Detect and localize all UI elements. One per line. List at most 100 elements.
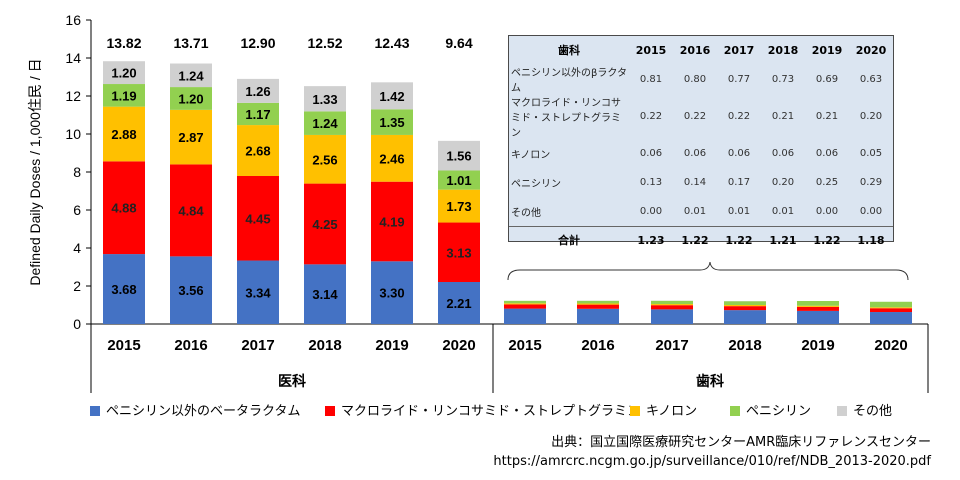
bar-segment xyxy=(170,164,212,257)
x-tick-label: 2015 xyxy=(107,337,140,354)
group-label: 歯科 xyxy=(696,373,724,390)
bar-segment xyxy=(438,170,480,190)
table-total-cell: 1.22 xyxy=(805,226,849,253)
bar-segment xyxy=(724,305,766,307)
data-label: 1.33 xyxy=(312,92,337,107)
bar-segment xyxy=(438,140,480,171)
table-total-label: 合計 xyxy=(509,226,629,253)
legend-swatch xyxy=(325,406,335,416)
data-label: 2.46 xyxy=(379,151,404,166)
bar-segment xyxy=(237,260,279,324)
table-header-row: 歯科 2015 2016 2017 2018 2019 2020 xyxy=(509,36,893,64)
data-label: 3.14 xyxy=(312,287,338,302)
table-row: ペニシリン以外のβラクタム 0.81 0.80 0.77 0.73 0.69 0.63 xyxy=(509,64,893,94)
legend-label: キノロン xyxy=(646,404,698,419)
y-tick-label: 12 xyxy=(65,88,81,104)
x-tick-label: 2017 xyxy=(655,337,688,354)
data-label: 1.20 xyxy=(111,66,136,81)
legend: ペニシリン以外のベータラクタム マクロライド・リンコサミド・ストレプトグラミン キノ… xyxy=(90,400,910,420)
x-tick-label: 2020 xyxy=(442,337,475,354)
x-tick-label: 2018 xyxy=(728,337,761,354)
legend-label: ペニシリン xyxy=(746,404,812,419)
table-cell: 0.22 xyxy=(683,111,707,122)
bar-segment xyxy=(797,305,839,307)
table-cell: 0.21 xyxy=(771,111,795,122)
group-label: 医科 xyxy=(278,373,306,390)
bar-segment xyxy=(651,305,693,310)
table-cell: 0.29 xyxy=(859,177,883,188)
data-label: 1.42 xyxy=(379,89,404,104)
table-header-year: 2015 xyxy=(635,43,667,57)
bar-segment xyxy=(724,310,766,324)
table-total-cell: 1.18 xyxy=(849,226,893,253)
table-cell: 0.25 xyxy=(815,177,839,188)
bar-segment xyxy=(237,125,279,176)
x-tick-label: 2016 xyxy=(581,337,614,354)
data-label: 4.88 xyxy=(111,201,136,216)
bar-segment xyxy=(651,304,693,306)
legend-label: マクロライド・リンコサミド・ストレプトグラミン xyxy=(341,404,641,419)
table-total-cell: 1.23 xyxy=(629,226,673,253)
table-row-label: その他 xyxy=(511,208,541,219)
table-cell: 0.06 xyxy=(815,148,839,159)
y-tick-label: 6 xyxy=(73,202,81,218)
bar-segment xyxy=(870,308,912,313)
bar-segment xyxy=(103,161,145,255)
data-label: 1.24 xyxy=(178,68,204,83)
table-total-row: 合計 1.23 1.22 1.22 1.21 1.22 1.18 xyxy=(509,226,893,253)
dental-table: 歯科 2015 2016 2017 2018 2019 2020 ペニシリン以外のβラクタム 0… xyxy=(509,36,893,253)
bar-segment xyxy=(304,264,346,324)
data-label: 4.84 xyxy=(178,203,204,218)
y-tick-label: 10 xyxy=(65,126,81,142)
legend-item: キノロン xyxy=(630,400,697,419)
table-cell: 0.22 xyxy=(639,111,663,122)
x-tick-label: 2019 xyxy=(801,337,834,354)
table-cell: 0.05 xyxy=(859,148,883,159)
bar-segment xyxy=(724,301,766,305)
data-label: 4.25 xyxy=(312,217,337,232)
bar-segment xyxy=(797,310,839,324)
table-header-title: 歯科 xyxy=(558,44,580,57)
table-header-year: 2017 xyxy=(723,43,755,57)
table-cell: 0.17 xyxy=(727,177,751,188)
bar-segment xyxy=(504,300,546,304)
bar-segment xyxy=(304,134,346,184)
bar-segment xyxy=(797,306,839,311)
legend-swatch xyxy=(730,406,740,416)
data-label: 1.19 xyxy=(111,88,136,103)
table-cell: 0.13 xyxy=(639,177,663,188)
bar-segment xyxy=(371,109,413,135)
data-label: 2.87 xyxy=(178,130,203,145)
bar-segment xyxy=(504,303,546,305)
table-cell: 0.06 xyxy=(683,148,707,159)
bar-segment xyxy=(170,109,212,165)
table-cell: 0.06 xyxy=(727,148,751,159)
bar-segment xyxy=(577,308,619,324)
bar-segment xyxy=(304,86,346,112)
legend-swatch xyxy=(630,406,640,416)
data-label: 2.56 xyxy=(312,152,337,167)
data-labels: 3.68 4.88 2.88 1.19 1.20 13.82 2015 3.56 4.84 2.8… xyxy=(106,35,907,390)
table-cell: 0.00 xyxy=(859,206,883,217)
bar-segment xyxy=(371,82,413,110)
bar-segment xyxy=(870,312,912,324)
table-cell: 0.01 xyxy=(771,206,795,217)
bar-segment xyxy=(504,308,546,324)
data-label: 3.56 xyxy=(178,283,203,298)
data-label: 1.17 xyxy=(245,107,270,122)
bar-segment xyxy=(438,282,480,324)
bar-segment xyxy=(237,175,279,261)
data-label: 1.35 xyxy=(379,115,404,130)
bar-segment xyxy=(170,63,212,88)
table-row-label: マクロライド・リンコサミド・ストレプトグラミン xyxy=(511,98,621,139)
table-cell: 0.73 xyxy=(771,73,795,85)
brace-connector xyxy=(507,261,909,281)
total-label: 9.64 xyxy=(445,35,472,51)
table-header-year: 2020 xyxy=(855,43,887,57)
table-cell: 0.01 xyxy=(683,206,707,217)
table-row: キノロン 0.06 0.06 0.06 0.06 0.06 0.05 xyxy=(509,139,893,168)
data-label: 3.30 xyxy=(379,286,404,301)
table-row: ペニシリン 0.13 0.14 0.17 0.20 0.25 0.29 xyxy=(509,168,893,197)
legend-item: その他 xyxy=(837,400,892,419)
total-label: 12.52 xyxy=(307,35,342,51)
